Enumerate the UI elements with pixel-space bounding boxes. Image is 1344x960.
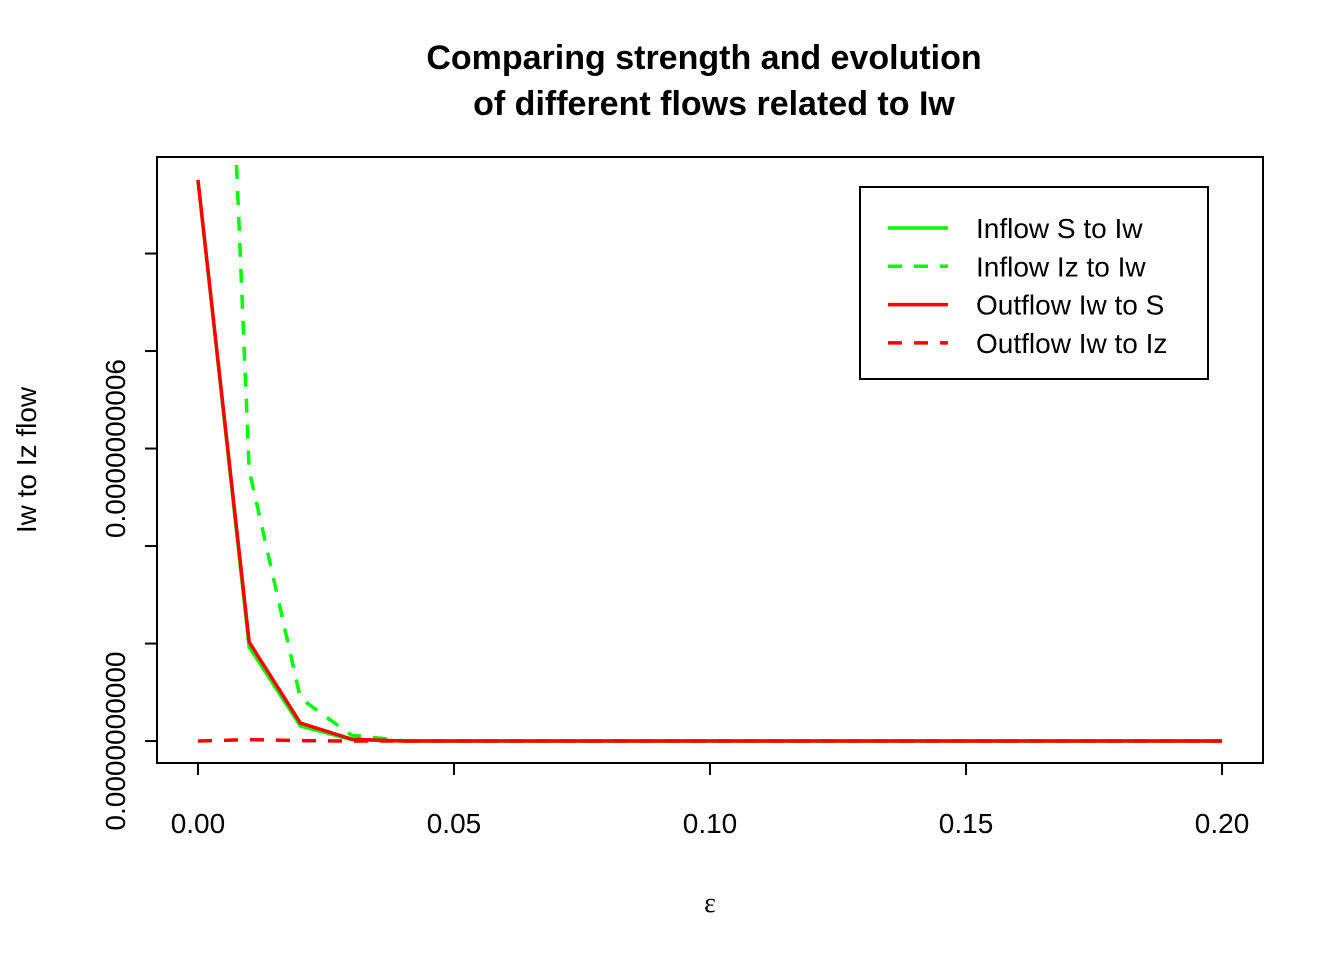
y-tick-label: 0.0000000006 <box>100 359 131 538</box>
legend-label: Inflow Iz to Iw <box>976 251 1146 282</box>
plot-area <box>196 157 1223 743</box>
y-axis-label: Iw to Iz flow <box>11 386 42 533</box>
series-line <box>196 179 1223 743</box>
y-tick-label: 0.0000000000 <box>100 652 131 831</box>
x-tick-label: 0.15 <box>939 808 994 839</box>
chart-title: Comparing strength and evolution <box>426 39 981 77</box>
x-tick-label: 0.05 <box>427 808 482 839</box>
x-tick-label: 0.10 <box>683 808 738 839</box>
x-axis-label: ε <box>704 888 716 919</box>
x-tick-label: 0.20 <box>1195 808 1250 839</box>
x-tick-label: 0.00 <box>171 808 226 839</box>
chart-title: of different flows related to Iw <box>473 85 955 123</box>
legend-box <box>859 186 1209 380</box>
legend-label: Outflow Iw to Iz <box>976 328 1167 359</box>
legend-label: Inflow S to Iw <box>976 213 1143 244</box>
legend-label: Outflow Iw to S <box>976 290 1164 321</box>
